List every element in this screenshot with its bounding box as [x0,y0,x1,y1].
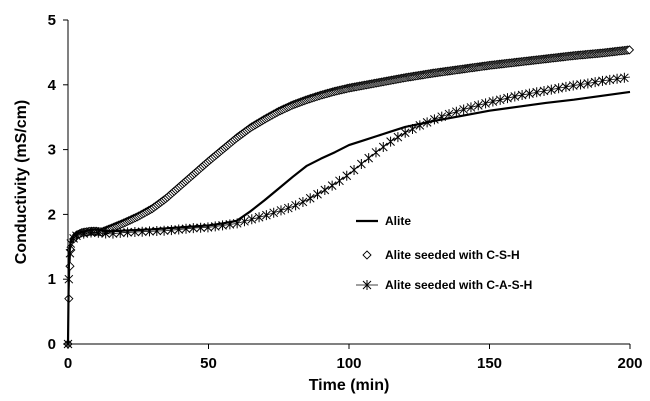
data-point [576,79,585,90]
data-point [254,212,264,223]
data-point [451,106,461,117]
data-point [386,136,395,147]
data-point [473,100,483,111]
legend-label: Alite [385,214,411,228]
series-line [67,76,631,345]
series-alite [66,90,631,345]
x-tick-label: 200 [617,355,642,372]
y-tick-label: 5 [48,12,56,29]
x-tick-label: 150 [477,355,502,372]
legend-item-alite-seeded-with-c-a-s-h: Alite seeded with C-A-S-H [356,278,532,292]
data-point [532,87,542,98]
data-point [583,78,593,89]
data-point [342,170,352,181]
data-point [371,147,381,158]
data-point [240,216,249,227]
data-point [546,84,556,95]
data-point [269,207,279,218]
series-alite-seeded-with-c-s-h [63,45,635,349]
data-point [320,185,330,196]
x-axis-title: Time (min) [309,377,390,394]
data-point [495,94,505,105]
data-point [378,141,388,152]
plot-series [63,45,635,349]
data-point [357,158,366,169]
data-point [539,85,549,96]
x-ticks: 0 50 100 150 200 [64,344,643,372]
data-point [624,45,635,55]
y-axis-title: Conductivity (mS/cm) [13,100,30,264]
data-point [510,91,520,102]
data-point [291,200,300,211]
data-point [349,165,359,176]
legend-label: Alite seeded with C-A-S-H [385,278,532,292]
axes [67,20,630,345]
data-point [262,210,271,221]
data-point [276,205,286,216]
data-point [517,89,527,100]
series-line [66,90,631,345]
data-point [568,80,578,91]
data-point [400,127,410,138]
data-point [481,98,490,109]
legend-item-alite: Alite [356,214,411,228]
data-point [590,77,600,88]
data-point [598,75,607,86]
data-point [488,96,498,107]
data-point [298,196,308,207]
data-point [335,175,344,186]
y-tick-label: 3 [48,142,56,159]
data-point [283,203,293,214]
data-point [561,81,571,92]
data-point [247,214,257,225]
data-point [327,180,337,191]
legend-item-alite-seeded-with-c-s-h: Alite seeded with C-S-H [362,248,520,262]
data-point [459,104,469,115]
y-ticks: 0 1 2 3 4 5 [48,12,68,353]
data-point [605,74,615,85]
data-point [364,153,374,164]
data-point [525,88,534,99]
series-alite-seeded-with-c-a-s-h [63,72,631,349]
data-point [393,132,403,143]
y-tick-label: 1 [48,271,56,288]
data-point [620,72,629,83]
legend-swatch [362,280,372,290]
legend: Alite Alite seeded with C-S-H Alite seeded… [356,214,532,292]
x-tick-label: 0 [64,355,72,372]
y-tick-label: 2 [48,206,56,223]
legend-swatch [362,250,372,260]
x-tick-label: 100 [336,355,361,372]
y-tick-label: 4 [48,77,57,94]
data-point [305,193,315,204]
series-line [67,49,631,345]
x-tick-label: 50 [200,355,217,372]
data-point [612,73,622,84]
data-point [554,83,563,94]
data-point [313,189,322,200]
legend-label: Alite seeded with C-S-H [385,248,520,262]
y-tick-label: 0 [48,336,56,353]
data-point [466,102,476,113]
data-point [503,93,512,104]
